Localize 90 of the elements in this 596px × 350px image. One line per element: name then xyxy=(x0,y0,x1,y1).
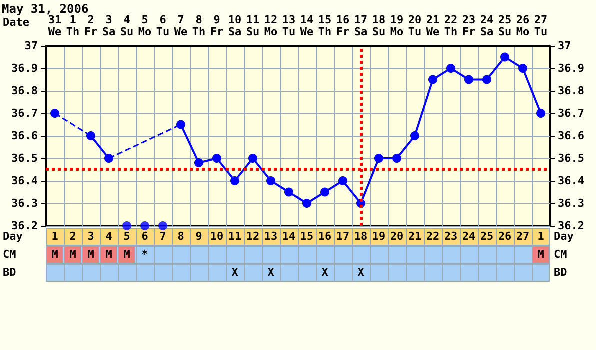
point xyxy=(338,176,348,186)
text: BD xyxy=(554,265,568,281)
text: 1 2 3 4 5 6 7 8 9 10 11 12 13 14 15 16 17 18 19 20 21 22 23 24 25 26 27 1 xyxy=(52,230,544,243)
x-tick-label: 2 Fr xyxy=(84,14,98,38)
x-tick-label: 24 Sa xyxy=(480,14,494,38)
text: Day xyxy=(3,230,23,243)
y2-tick-label: 36.3 xyxy=(558,197,584,210)
point xyxy=(248,154,258,163)
x-tick-label: 6 Tu xyxy=(156,14,170,38)
point xyxy=(122,222,132,230)
y-tick-label: 36.5 xyxy=(12,152,38,165)
x-tick-label: 7 We xyxy=(174,14,188,38)
x-tick-label: 31 We xyxy=(48,14,62,38)
y-tick-label: 36.6 xyxy=(12,130,38,142)
text: X xyxy=(268,266,275,279)
x-tick-label: 3 Sa xyxy=(102,14,116,38)
point xyxy=(410,132,420,140)
x-tick-label: 20 Tu xyxy=(408,14,422,38)
text: M xyxy=(538,248,545,261)
x-tick-label: 9 Fr xyxy=(210,14,224,38)
text: X xyxy=(322,266,329,279)
x-tick-label: 23 Fr xyxy=(462,14,476,38)
x-tick-label: 4 Su xyxy=(120,14,134,38)
text: M xyxy=(88,248,95,261)
y-tick-label: 36.9 xyxy=(12,62,38,75)
point xyxy=(212,154,222,163)
text: M xyxy=(70,248,77,261)
y2-tick-label: 36.6 xyxy=(558,130,585,142)
text: * xyxy=(142,248,148,261)
x-tick-label: 17 Sa xyxy=(354,14,368,38)
y-tick-label: 36.4 xyxy=(12,174,38,188)
text: BD xyxy=(3,266,16,279)
x-tick-label: 16 Fr xyxy=(336,14,350,38)
x-tick-label: 19 Mo xyxy=(390,14,404,38)
x-tick-label: 1 Th xyxy=(66,14,80,38)
x-tick-label: 5 Mo xyxy=(138,14,152,38)
y2-tick-label: 36.5 xyxy=(558,152,584,165)
x-tick-label: 25 Su xyxy=(498,14,512,38)
point xyxy=(428,75,438,84)
point xyxy=(518,64,528,73)
y2-tick-label: 36.4 xyxy=(558,174,585,188)
text: X xyxy=(232,266,239,279)
x-tick-label: 27 Tu xyxy=(534,14,548,38)
text: Day xyxy=(554,230,574,245)
text: CM xyxy=(3,248,16,261)
point xyxy=(194,158,204,168)
point xyxy=(536,109,546,118)
x-tick-label: 14 We xyxy=(300,14,314,38)
point xyxy=(158,222,168,230)
y-tick-label: 36.2 xyxy=(12,220,38,232)
point xyxy=(500,52,510,62)
x-tick-label: 21 We xyxy=(426,14,440,38)
point xyxy=(284,188,294,197)
text: M xyxy=(124,248,131,261)
y2-tick-label: 36.8 xyxy=(558,84,584,98)
y-tick-label: 36.8 xyxy=(12,84,38,98)
chart-title: May 31, 2006 xyxy=(2,2,89,16)
y2-tick-label: 37 xyxy=(558,40,572,52)
text: Date xyxy=(3,16,30,31)
text: X xyxy=(358,266,365,279)
point xyxy=(392,154,402,163)
point xyxy=(50,109,60,118)
x-tick-label: 18 Su xyxy=(372,14,386,38)
y2-tick-label: 36.7 xyxy=(558,107,584,120)
point xyxy=(482,75,492,84)
y2-tick-label: 36.9 xyxy=(558,62,584,75)
x-tick-label: 11 Su xyxy=(246,14,260,38)
x-tick-label: 22 Th xyxy=(444,14,458,38)
x-tick-label: 8 Th xyxy=(192,14,206,38)
x-tick-label: 13 Tu xyxy=(282,14,296,38)
x-tick-label: 12 Mo xyxy=(264,14,278,38)
point xyxy=(446,64,456,73)
text: M xyxy=(106,248,113,261)
x-tick-label: 15 Th xyxy=(318,14,332,38)
point xyxy=(230,176,240,186)
y-tick-label: 36.7 xyxy=(12,107,38,120)
point xyxy=(374,154,384,163)
y2-tick-label: 36.2 xyxy=(558,220,584,232)
x-tick-label: 26 Mo xyxy=(516,14,530,38)
y-tick-label: 36.3 xyxy=(12,197,38,210)
point xyxy=(464,75,474,84)
point xyxy=(86,132,96,140)
y-tick-label: 37 xyxy=(24,40,38,52)
text: M xyxy=(52,248,59,261)
point xyxy=(266,176,276,186)
text: CM xyxy=(554,247,568,263)
x-tick-label: 10 Sa xyxy=(228,14,242,38)
point xyxy=(140,222,150,230)
point xyxy=(302,199,312,208)
point xyxy=(320,188,330,197)
